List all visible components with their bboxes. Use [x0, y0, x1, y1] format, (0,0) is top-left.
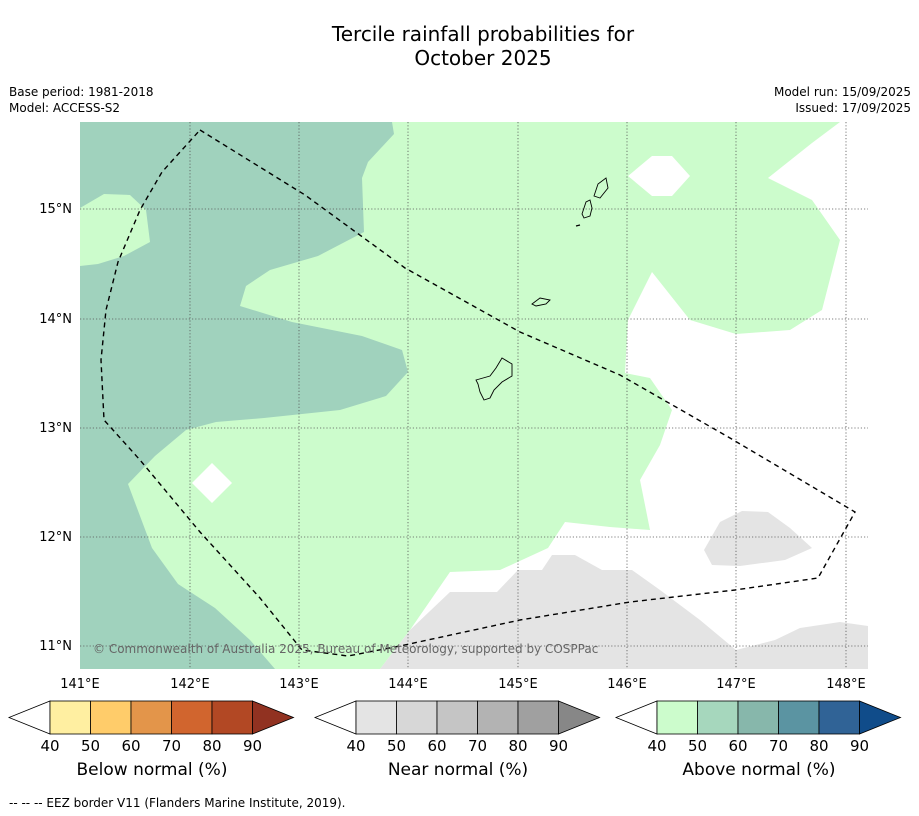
- colorbar-below-tick-label: 50: [81, 737, 100, 755]
- model-run-date: Model run: 15/09/2025: [773, 85, 911, 99]
- above-normal-50-pocket-northwest: [80, 194, 150, 266]
- colorbar-below-segment: [171, 700, 213, 735]
- lat-label: 11°N: [39, 639, 72, 654]
- colorbar-above-segment: [818, 700, 860, 735]
- near-normal-region-east: [704, 511, 812, 566]
- colorbar-near-tick-label: 50: [387, 737, 406, 755]
- rota-island: [531, 297, 551, 307]
- neutral-blob-west: [192, 463, 232, 503]
- colorbar-title-above: Above normal (%): [682, 760, 836, 780]
- lon-axis-labels: 141°E 142°E 143°E 144°E 145°E 146°E 147°…: [60, 677, 866, 692]
- colorbar-below-tick-label: 80: [202, 737, 221, 755]
- base-period: Base period: 1981-2018: [9, 85, 154, 99]
- guam-island: [475, 357, 513, 401]
- lat-label: 13°N: [39, 421, 72, 436]
- colorbar-near-high-arrow: [558, 700, 601, 735]
- colorbar-above-tick-label: 50: [688, 737, 707, 755]
- lat-label: 14°N: [39, 312, 72, 327]
- colorbar-below-normal: 40 50 60 70 80 90: [7, 700, 295, 755]
- meta-right: Model run: 15/09/2025 Issued: 17/09/2025: [774, 84, 911, 116]
- island-outlines: [475, 177, 609, 401]
- colorbar-below-tick-label: 40: [40, 737, 59, 755]
- colorbar-above-low-arrow: [614, 700, 658, 735]
- lon-label: 142°E: [170, 677, 210, 692]
- colorbar-below-segment: [130, 700, 172, 735]
- lon-label: 148°E: [826, 677, 866, 692]
- model-name: Model: ACCESS-S2: [9, 101, 121, 115]
- above-normal-60-region-west: [80, 122, 408, 669]
- colorbar-title-below: Below normal (%): [76, 760, 228, 780]
- lon-label: 143°E: [279, 677, 319, 692]
- colorbar-near-tick-label: 60: [427, 737, 446, 755]
- colorbar-title-near: Near normal (%): [387, 760, 529, 780]
- colorbar-above-tick-label: 90: [850, 737, 869, 755]
- colorbar-above-tick-label: 40: [647, 737, 666, 755]
- neutral-blob-top: [628, 156, 690, 196]
- colorbar-near-segment: [517, 700, 559, 735]
- aguijan-island: [575, 224, 581, 227]
- colorbar-above-tick-label: 70: [769, 737, 788, 755]
- colorbar-above-segment: [697, 700, 739, 735]
- issued-date: Issued: 17/09/2025: [795, 101, 911, 115]
- lat-axis-labels: 15°N 14°N 13°N 12°N 11°N: [39, 202, 72, 654]
- colorbar-near-segment: [355, 700, 397, 735]
- colorbar-above-high-arrow: [859, 700, 902, 735]
- colorbar-near-tick-label: 80: [508, 737, 527, 755]
- gridlines: [80, 122, 868, 669]
- colorbar-near-segment: [477, 700, 519, 735]
- colorbar-below-tick-label: 60: [121, 737, 140, 755]
- colorbar-near-segment: [396, 700, 438, 735]
- colorbar-below-segment: [211, 700, 253, 735]
- lon-label: 141°E: [60, 677, 100, 692]
- lon-label: 145°E: [498, 677, 538, 692]
- colorbar-above-segment: [778, 700, 820, 735]
- colorbar-above-segment: [656, 700, 698, 735]
- colorbar-above-normal: 40 50 60 70 80 90: [614, 700, 902, 755]
- chart-title: Tercile rainfall probabilities for Octob…: [0, 22, 919, 70]
- title-line-1: Tercile rainfall probabilities for: [331, 22, 635, 46]
- lon-label: 146°E: [607, 677, 647, 692]
- colorbar-near-low-arrow: [313, 700, 357, 735]
- colorbar-above-segment: [737, 700, 779, 735]
- colorbar-near-tick-label: 70: [468, 737, 487, 755]
- title-line-2: October 2025: [414, 46, 552, 70]
- near-normal-region-south: [380, 555, 868, 669]
- colorbar-below-segment: [49, 700, 91, 735]
- colorbar-below-segment: [90, 700, 132, 735]
- colorbar-below-tick-label: 70: [162, 737, 181, 755]
- colorbar-below-low-arrow: [7, 700, 51, 735]
- colorbar-near-normal: 40 50 60 70 80 90: [313, 700, 601, 755]
- lon-label: 144°E: [388, 677, 428, 692]
- map-area: [80, 122, 868, 669]
- colorbar-near-tick-label: 40: [346, 737, 365, 755]
- colorbar-above-tick-label: 80: [809, 737, 828, 755]
- eez-border: [100, 129, 856, 657]
- colorbar-near-segment: [436, 700, 478, 735]
- colorbar-below-high-arrow: [252, 700, 295, 735]
- saipan-island: [593, 177, 609, 199]
- colorbar-below-tick-label: 90: [243, 737, 262, 755]
- meta-left: Base period: 1981-2018 Model: ACCESS-S2: [9, 84, 154, 116]
- lat-label: 12°N: [39, 530, 72, 545]
- map-copyright: © Commonwealth of Australia 2025, Bureau…: [93, 642, 598, 656]
- colorbar-above-tick-label: 60: [728, 737, 747, 755]
- lon-label: 147°E: [716, 677, 756, 692]
- colorbar-near-tick-label: 90: [549, 737, 568, 755]
- lat-label: 15°N: [39, 202, 72, 217]
- footnote-eez: -- -- -- EEZ border V11 (Flanders Marine…: [9, 796, 346, 810]
- tinian-island: [581, 199, 593, 219]
